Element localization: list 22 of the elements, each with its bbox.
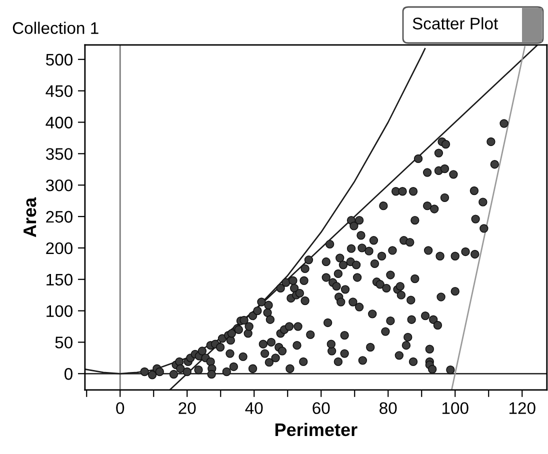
x-tick-label: 20 bbox=[178, 402, 196, 414]
y-tick-label: 450 bbox=[46, 85, 72, 98]
text: Scatter Plot bbox=[412, 17, 498, 30]
y-tick-label: 0 bbox=[64, 368, 72, 380]
y-tick-label: 250 bbox=[46, 210, 72, 223]
y-tick-label: 350 bbox=[46, 148, 72, 160]
x-axis-title: Perimeter bbox=[275, 422, 358, 436]
y-tick-label: 150 bbox=[46, 274, 72, 286]
y-tick-label: 50 bbox=[55, 336, 72, 348]
x-tick-label: 40 bbox=[245, 402, 263, 414]
x-tick-label: 0 bbox=[116, 402, 124, 414]
y-tick-label: 400 bbox=[46, 116, 72, 128]
y-axis-title: Area bbox=[24, 197, 36, 238]
y-tick-label: 500 bbox=[46, 54, 72, 66]
chart-title: Collection 1 bbox=[12, 22, 98, 34]
y-tick-label: 200 bbox=[46, 242, 72, 254]
x-tick-label: 100 bbox=[442, 402, 468, 414]
x-tick-label: 80 bbox=[380, 402, 397, 414]
y-tick-label: 300 bbox=[46, 180, 72, 192]
x-tick-label: 120 bbox=[509, 402, 536, 414]
y-tick-label: 100 bbox=[46, 305, 72, 317]
x-tick-label: 60 bbox=[312, 402, 330, 414]
